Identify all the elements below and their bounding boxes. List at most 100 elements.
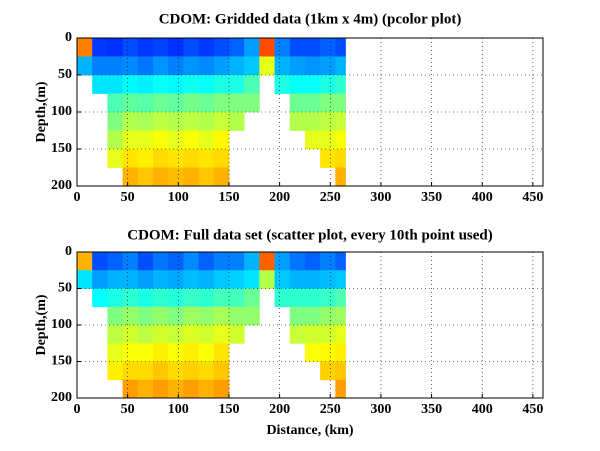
heat-cell [320,325,336,344]
heat-cell [304,130,321,150]
heat-cell [107,130,123,150]
heat-cell [183,361,199,381]
heat-cell [213,149,230,168]
heat-cell [213,252,230,271]
heat-cell [244,288,260,308]
heat-cell [107,56,123,76]
heat-cell [304,112,321,131]
heat-cell [244,306,260,326]
heat-cell [107,270,123,289]
heat-cell [183,270,199,289]
heat-cell [213,325,230,344]
heat-cell [152,306,169,326]
x-tick-label: 350 [421,402,442,417]
heat-cell [304,325,321,344]
x-tick-label: 100 [168,402,189,417]
heat-cell [137,306,154,326]
heat-cell [335,130,346,150]
x-axis-label: Distance, (km) [266,423,353,438]
heat-cell [107,325,123,344]
heat-cell [122,112,139,131]
heat-cell [152,38,169,57]
heat-cell [228,112,245,131]
axes-frame [76,37,544,187]
heat-cell [183,38,199,57]
heat-cell [289,270,306,289]
heat-cell [244,270,260,289]
heat-cell [183,56,199,76]
heat-cell [304,288,321,308]
heat-cell [122,56,139,76]
heat-cell [289,75,306,94]
heat-cell [168,149,184,168]
heat-cell [335,56,346,76]
heat-cell [259,38,275,57]
x-tick-label: 200 [269,402,290,417]
heat-cell [259,252,275,271]
heat-cell [137,149,154,168]
heat-cell [289,252,306,271]
heat-cell [92,270,108,289]
heat-cell [137,56,154,76]
heat-cell [137,130,154,150]
heat-cell [137,167,154,187]
heat-cell [244,252,260,271]
heat-cell [122,270,139,289]
x-tick-label: 50 [121,402,135,417]
heat-cell [320,112,336,131]
heat-cell [289,93,306,113]
heat-cell [198,112,215,131]
heat-cell [152,167,169,187]
heat-cell [274,288,291,308]
x-tick-label: 100 [168,190,189,205]
heat-cell [304,306,321,326]
heat-cell [152,270,169,289]
heat-cell [213,130,230,150]
heat-cell [92,252,108,271]
heat-cell [198,130,215,150]
heat-cell [289,325,306,344]
heat-cell [183,288,199,308]
heat-cell [289,56,306,76]
heat-cell [320,93,336,113]
heat-cell [152,252,169,271]
heat-cell [274,75,291,94]
heat-cell [213,112,230,131]
heat-cell [335,167,346,187]
heat-cell [183,306,199,326]
heat-cell [304,343,321,362]
heat-cell [183,343,199,362]
heat-cell [213,270,230,289]
heat-cell [168,252,184,271]
x-tick-label: 300 [370,190,391,205]
heat-cell [168,361,184,381]
heat-cell [107,149,123,168]
heat-cell [92,75,108,94]
heat-cell [320,252,336,271]
heat-cell [289,112,306,131]
heat-cell [168,38,184,57]
heat-cell [107,306,123,326]
heat-cell [198,38,215,57]
heat-cell [183,93,199,113]
heat-cell [228,75,245,94]
heat-cell [274,252,291,271]
heat-cell [137,288,154,308]
heat-cell [335,252,346,271]
heat-cell [77,38,93,57]
heat-cell [137,270,154,289]
heat-cell [335,306,346,326]
heat-cell [213,306,230,326]
heat-cell [137,325,154,344]
x-tick-label: 350 [421,190,442,205]
x-tick-label: 200 [269,190,290,205]
heat-cell [198,361,215,381]
heat-cell [320,288,336,308]
heat-cell [92,288,108,308]
heat-cell [122,167,139,187]
x-tick-label: 250 [320,402,341,417]
heat-cell [168,306,184,326]
heat-cell [335,361,346,381]
heat-cell [259,56,275,76]
heat-cell [107,38,123,57]
